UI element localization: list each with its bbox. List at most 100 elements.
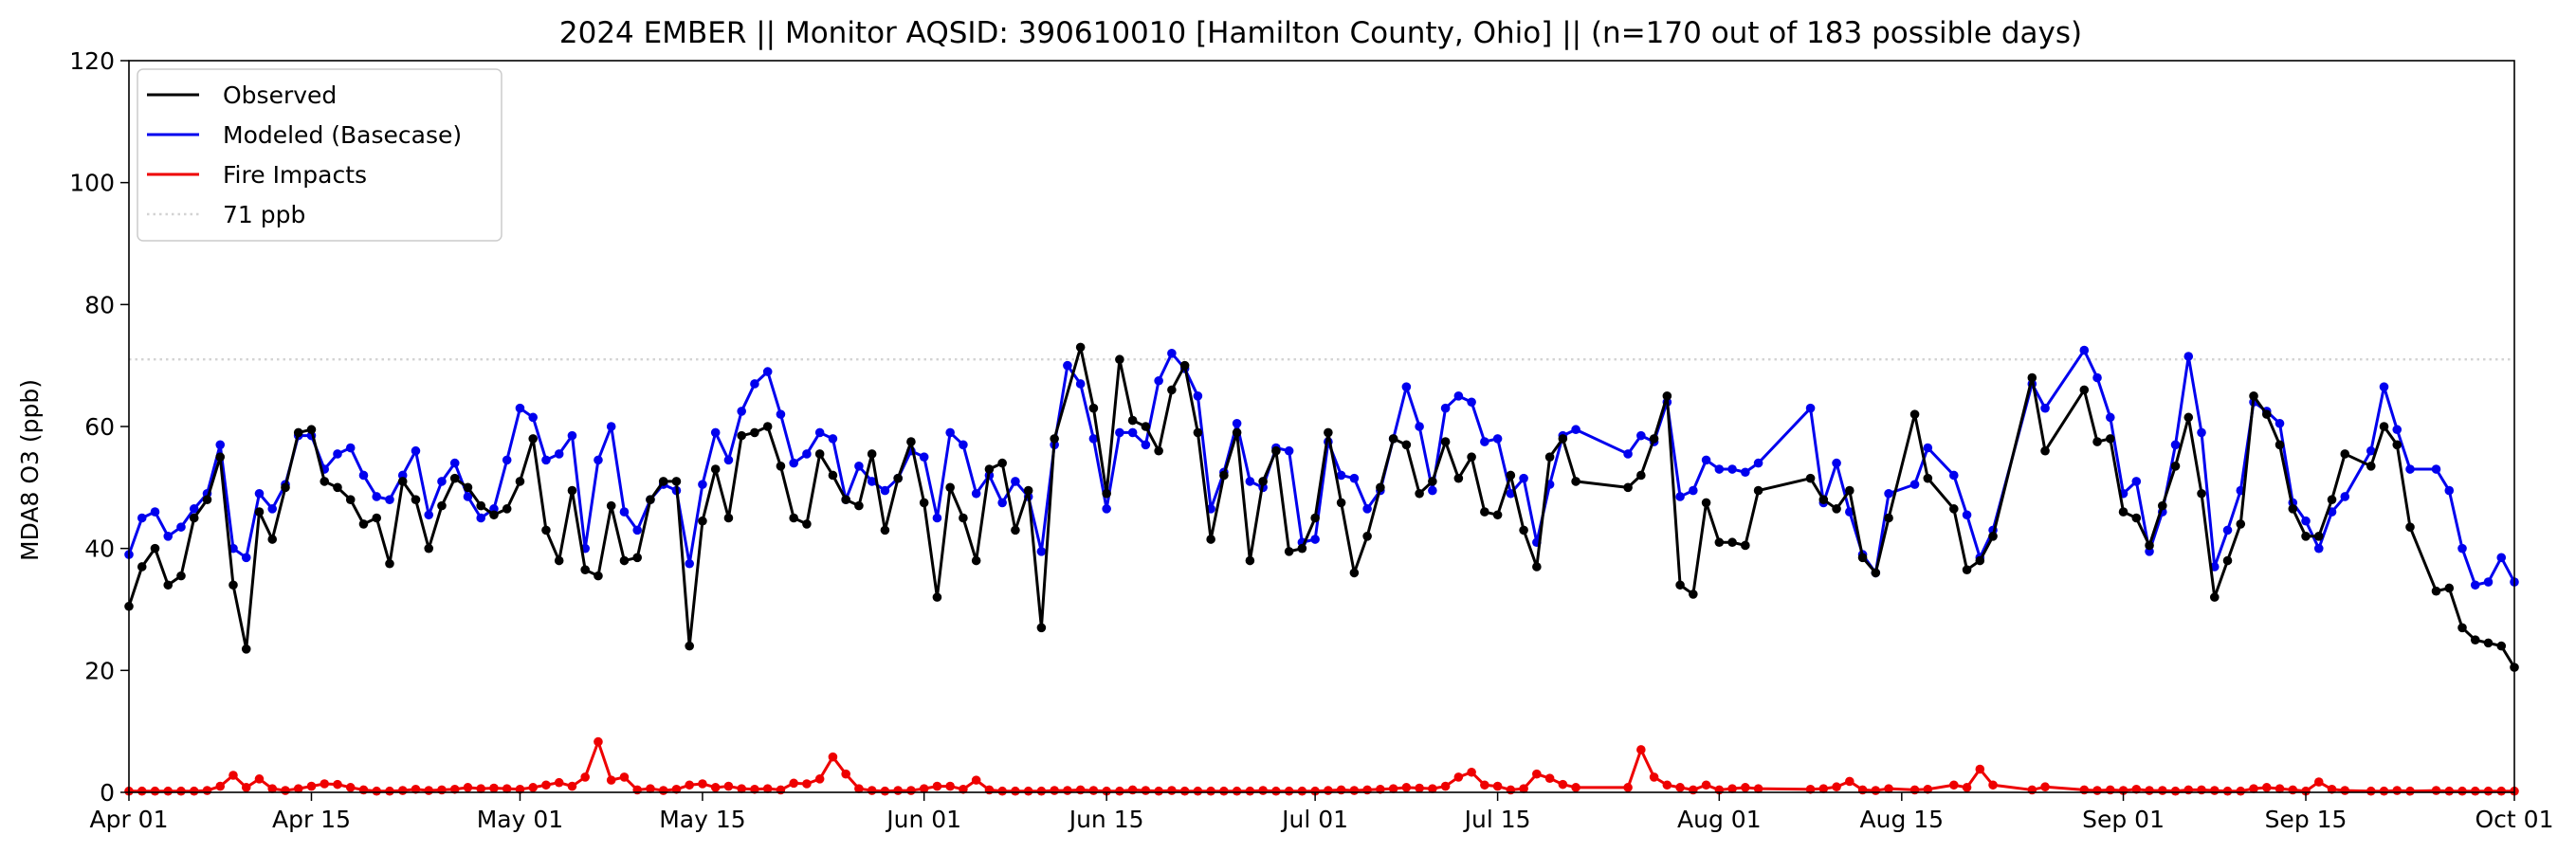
data-point-fire-impacts <box>1063 786 1072 795</box>
data-point-observed <box>215 452 226 462</box>
data-point-observed <box>1480 507 1489 517</box>
data-point-observed <box>554 555 564 566</box>
data-point-fire-impacts <box>476 784 486 793</box>
data-point-observed <box>646 495 655 504</box>
data-point-observed <box>737 430 746 441</box>
data-point-fire-impacts <box>685 780 694 790</box>
data-point-modeled-basecase <box>150 507 160 517</box>
data-point-fire-impacts <box>580 772 590 782</box>
data-point-modeled-basecase <box>1167 349 1177 358</box>
data-point-fire-impacts <box>880 786 890 796</box>
data-point-modeled-basecase <box>2092 372 2102 383</box>
data-point-fire-impacts <box>1727 784 1737 793</box>
data-point-modeled-basecase <box>945 427 955 438</box>
data-point-observed <box>1219 470 1229 481</box>
data-point-observed <box>2457 623 2467 633</box>
data-point-observed <box>1415 488 1424 499</box>
data-point-fire-impacts <box>2431 786 2441 795</box>
data-point-observed <box>176 571 186 581</box>
data-point-modeled-basecase <box>750 379 759 389</box>
data-point-fire-impacts <box>959 784 968 794</box>
data-point-modeled-basecase <box>254 488 265 499</box>
series-layer <box>124 342 2519 796</box>
data-point-observed <box>2236 519 2246 529</box>
data-point-fire-impacts <box>802 779 812 789</box>
data-point-modeled-basecase <box>463 492 473 501</box>
data-point-fire-impacts <box>1962 783 1972 792</box>
data-point-observed <box>685 641 694 651</box>
y-tick-label: 80 <box>84 291 115 318</box>
data-point-fire-impacts <box>333 779 342 789</box>
data-point-fire-impacts <box>176 786 186 796</box>
data-point-modeled-basecase <box>2431 464 2441 474</box>
data-point-modeled-basecase <box>163 532 174 541</box>
data-point-modeled-basecase <box>1036 547 1047 556</box>
data-point-fire-impacts <box>2470 786 2480 796</box>
data-point-modeled-basecase <box>2131 477 2142 486</box>
data-point-modeled-basecase <box>1193 391 1203 401</box>
series-line-modeled-basecase <box>127 349 2516 587</box>
data-point-fire-impacts <box>241 783 251 792</box>
data-point-observed <box>814 449 825 459</box>
data-point-fire-impacts <box>2313 777 2324 787</box>
x-tick-label: Jul 01 <box>1280 806 1348 833</box>
data-point-fire-impacts <box>1871 786 1881 795</box>
data-point-fire-impacts <box>372 786 382 796</box>
x-tick-label: Aug 01 <box>1677 806 1762 833</box>
data-point-observed <box>2131 513 2142 523</box>
data-point-fire-impacts <box>1467 767 1476 777</box>
data-point-fire-impacts <box>971 775 981 785</box>
data-point-fire-impacts <box>2483 786 2494 796</box>
data-point-observed <box>1492 510 1503 520</box>
data-point-observed <box>1818 495 1829 504</box>
data-point-modeled-basecase <box>1741 467 1750 478</box>
data-point-observed <box>1376 482 1385 493</box>
x-tick-label: Sep 01 <box>2082 806 2165 833</box>
x-tick-label: May 01 <box>477 806 563 833</box>
data-point-modeled-basecase <box>685 558 694 569</box>
data-point-fire-impacts <box>1401 783 1412 792</box>
data-point-fire-impacts <box>2275 784 2285 793</box>
data-point-observed <box>1011 525 1020 535</box>
data-point-observed <box>254 507 265 517</box>
data-point-fire-impacts <box>541 780 551 790</box>
data-point-fire-impacts <box>150 786 160 796</box>
data-point-modeled-basecase <box>1909 480 1920 489</box>
data-point-fire-impacts <box>2236 786 2246 796</box>
data-point-modeled-basecase <box>854 462 864 471</box>
data-point-observed <box>893 473 903 483</box>
data-point-fire-impacts <box>228 771 238 780</box>
data-point-observed <box>710 464 721 474</box>
data-point-modeled-basecase <box>476 513 486 523</box>
data-point-observed <box>1949 504 1959 514</box>
data-point-modeled-basecase <box>1102 504 1111 514</box>
data-point-fire-impacts <box>1036 786 1047 796</box>
data-point-fire-impacts <box>2366 786 2376 796</box>
data-point-fire-impacts <box>2261 783 2272 792</box>
data-point-modeled-basecase <box>959 440 968 450</box>
y-tick-label: 100 <box>69 170 115 197</box>
data-point-observed <box>293 427 303 438</box>
y-tick-label: 60 <box>84 413 115 441</box>
data-point-observed <box>658 477 668 486</box>
data-point-modeled-basecase <box>2392 425 2402 435</box>
data-point-observed <box>345 495 356 504</box>
data-point-observed <box>2145 540 2154 551</box>
data-point-modeled-basecase <box>2496 553 2507 563</box>
data-point-observed <box>1636 470 1646 481</box>
data-point-observed <box>606 500 616 511</box>
data-point-observed <box>2444 583 2455 593</box>
data-point-observed <box>789 513 798 523</box>
data-point-observed <box>1336 498 1346 508</box>
legend-item-observed: Observed <box>147 82 337 109</box>
data-point-observed <box>1440 437 1451 446</box>
data-point-fire-impacts <box>137 786 147 796</box>
data-point-modeled-basecase <box>176 522 186 532</box>
data-point-observed <box>1362 532 1372 541</box>
data-point-observed <box>1623 482 1633 493</box>
data-point-fire-impacts <box>1271 786 1281 796</box>
data-point-fire-impacts <box>293 784 303 793</box>
data-point-observed <box>449 473 460 483</box>
data-point-fire-impacts <box>1206 786 1215 796</box>
data-point-modeled-basecase <box>1141 440 1151 450</box>
